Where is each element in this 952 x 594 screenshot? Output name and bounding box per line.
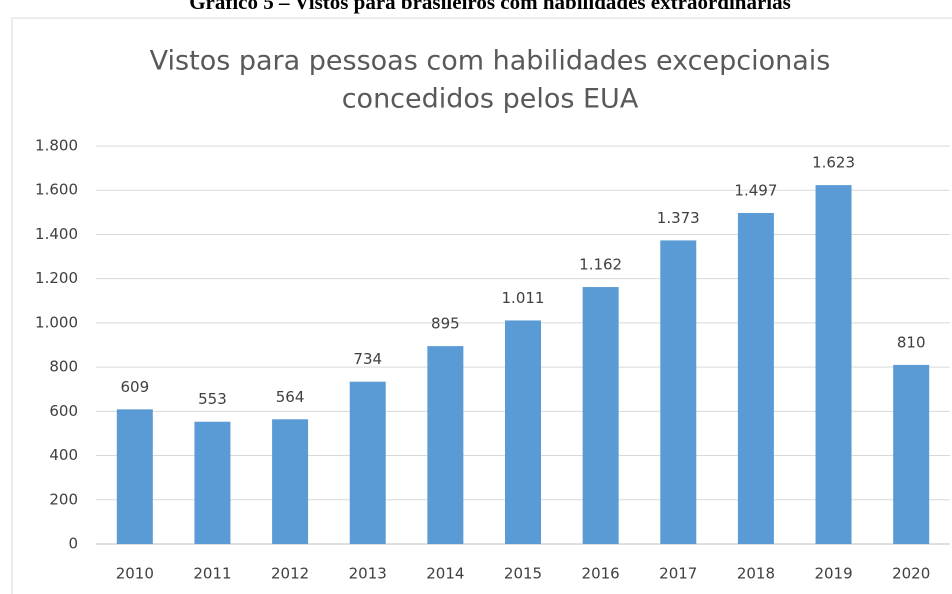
bar — [427, 346, 464, 544]
y-tick-label: 600 — [49, 402, 78, 420]
y-tick-label: 1.000 — [35, 313, 78, 331]
data-label: 1.373 — [657, 209, 700, 227]
x-tick-label: 2012 — [271, 565, 309, 583]
y-tick-label: 200 — [49, 490, 78, 508]
bar — [349, 381, 386, 544]
data-label: 609 — [120, 378, 149, 396]
y-tick-label: 800 — [49, 358, 78, 376]
x-tick-label: 2013 — [349, 565, 387, 583]
bar — [505, 320, 541, 544]
bar — [272, 419, 309, 544]
x-tick-label: 2020 — [892, 565, 930, 583]
data-label: 553 — [198, 390, 227, 408]
x-tick-label: 2010 — [116, 565, 154, 583]
bar — [893, 364, 930, 544]
x-tick-label: 2018 — [737, 565, 775, 583]
data-label: 734 — [353, 350, 382, 368]
x-tick-label: 2011 — [193, 565, 231, 583]
data-label: 1.623 — [812, 154, 855, 172]
data-label: 895 — [431, 315, 460, 333]
bar — [194, 421, 231, 544]
bar — [815, 185, 852, 545]
x-tick-label: 2017 — [659, 565, 697, 583]
y-tick-label: 1.800 — [35, 137, 78, 155]
bar — [737, 212, 774, 544]
y-tick-label: 1.600 — [35, 181, 78, 199]
x-tick-label: 2015 — [504, 565, 542, 583]
chart-frame — [11, 17, 952, 594]
chart-title: Vistos para pessoas com habilidades exce… — [150, 46, 831, 77]
data-label: 1.011 — [502, 289, 545, 307]
chart-title: concedidos pelos EUA — [342, 84, 639, 115]
data-label: 1.497 — [734, 181, 777, 199]
bar — [582, 287, 619, 544]
bar — [116, 409, 153, 544]
data-label: 810 — [897, 333, 926, 351]
x-tick-label: 2014 — [426, 565, 464, 583]
x-tick-label: 2019 — [814, 565, 852, 583]
y-tick-label: 1.400 — [35, 225, 78, 243]
y-tick-label: 400 — [49, 446, 78, 464]
data-label: 564 — [276, 388, 305, 406]
data-label: 1.162 — [579, 256, 622, 274]
heading: Gráfico 5 – Vistos para brasileiros com … — [189, 0, 791, 14]
bar — [660, 240, 697, 545]
y-tick-label: 0 — [68, 535, 78, 553]
y-tick-label: 1.200 — [35, 269, 78, 287]
x-tick-label: 2016 — [582, 565, 620, 583]
